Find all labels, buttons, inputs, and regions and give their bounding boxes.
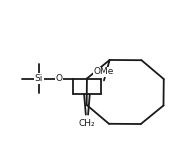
Text: Si: Si [35,74,43,83]
Text: OMe: OMe [94,67,114,76]
Text: O: O [55,74,63,83]
Text: CH₂: CH₂ [79,119,95,128]
